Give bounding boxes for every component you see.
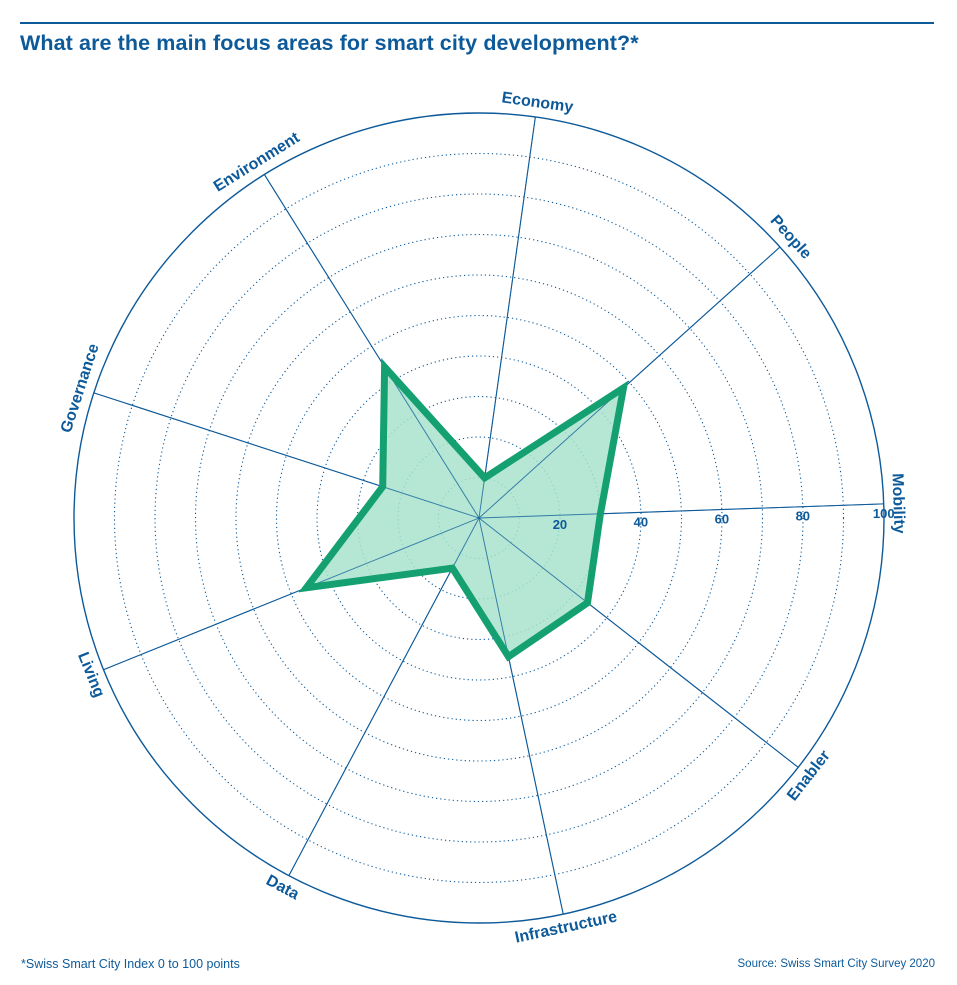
- axis-spoke-overlay: [478, 246, 781, 519]
- axis-spoke-overlay: [288, 517, 480, 876]
- category-label: Living: [74, 650, 107, 700]
- radial-tick-label: 100: [873, 506, 895, 521]
- grid-circle: [194, 233, 764, 803]
- chart-title: What are the main focus areas for smart …: [20, 31, 639, 55]
- series-line: [298, 357, 629, 662]
- grid-circle: [154, 193, 804, 843]
- category-label: Mobility: [888, 473, 907, 534]
- category-label: Environment: [211, 129, 304, 196]
- category-label: People: [767, 212, 815, 262]
- outer-circle: [73, 112, 885, 924]
- axis-spoke-overlay: [93, 392, 480, 519]
- radial-tick-label: 80: [796, 509, 810, 524]
- grid-circle: [275, 314, 683, 722]
- category-label: Data: [263, 872, 302, 903]
- radial-tick-label: 60: [715, 512, 729, 527]
- axis-spoke-overlay: [478, 116, 536, 519]
- radial-tick-label: 40: [634, 514, 648, 529]
- grid-circle: [113, 152, 845, 884]
- footnote: *Swiss Smart City Index 0 to 100 points: [21, 957, 240, 971]
- grid-circle: [235, 274, 723, 762]
- top-rule: [20, 22, 934, 24]
- grid-circle: [316, 355, 642, 681]
- axis-spoke-overlay: [103, 517, 480, 671]
- axis-spoke-overlay: [264, 174, 480, 519]
- axis-spoke-overlay: [478, 503, 884, 519]
- category-label: Economy: [501, 89, 575, 116]
- axis-spoke-overlay: [478, 517, 564, 915]
- radial-tick-label: 20: [553, 517, 567, 532]
- source-note: Source: Swiss Smart City Survey 2020: [737, 958, 936, 970]
- axis-spoke-overlay: [478, 517, 799, 768]
